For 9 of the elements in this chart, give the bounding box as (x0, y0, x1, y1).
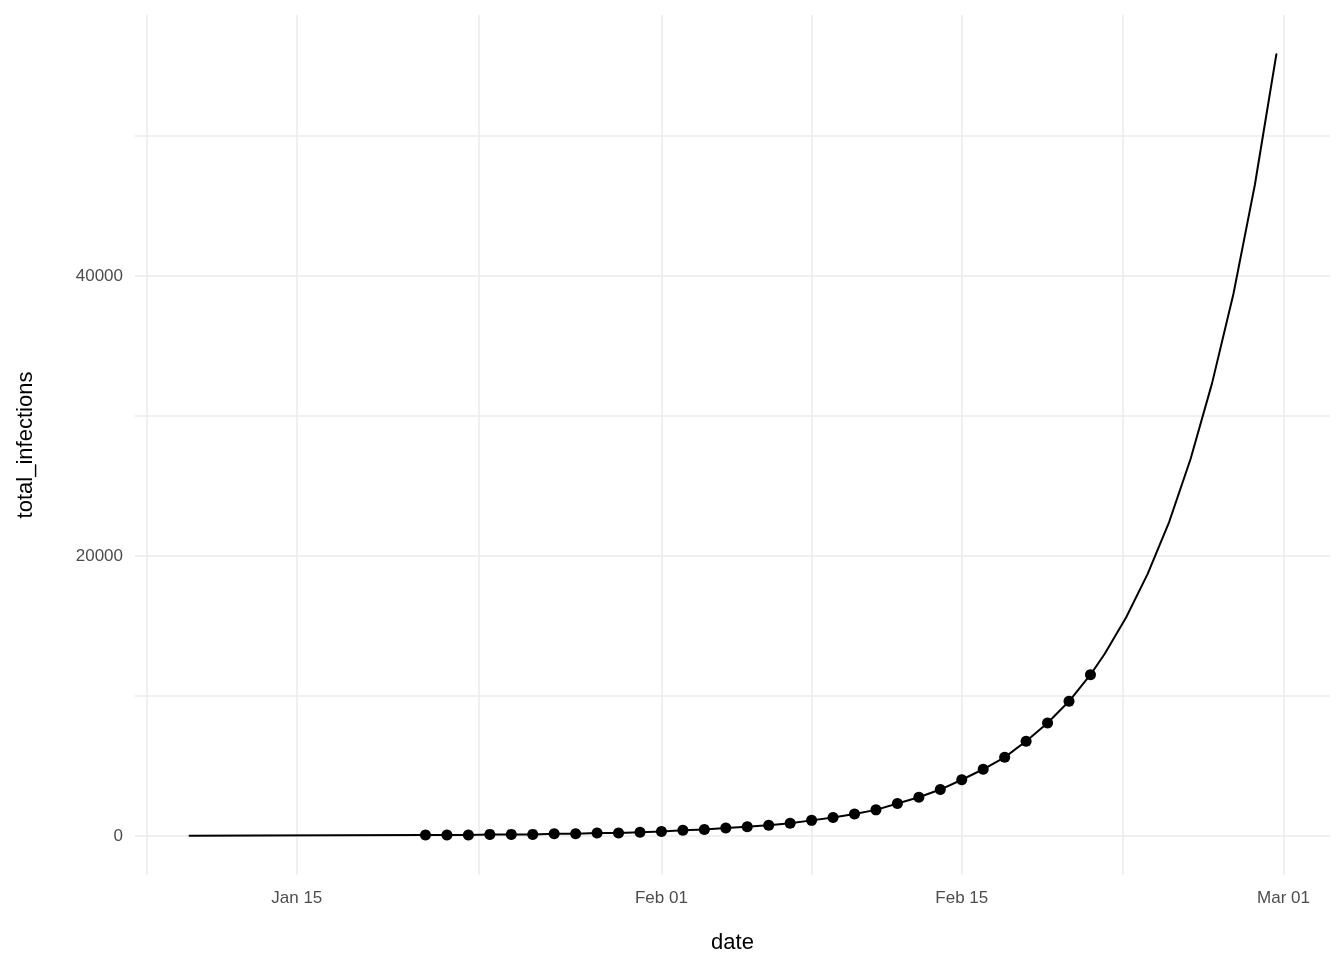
y-tick-label: 40000 (75, 266, 123, 286)
x-tick-label: Mar 01 (1257, 888, 1310, 907)
x-tick-label: Jan 15 (271, 888, 323, 907)
x-axis-title: date (711, 928, 754, 954)
x-tick-label: Feb 01 (634, 888, 688, 907)
y-tick-label: 0 (113, 826, 123, 846)
x-tick-label: Feb 15 (935, 888, 989, 907)
y-axis-title: total_infections (11, 371, 37, 519)
y-tick-label: 20000 (75, 546, 123, 566)
